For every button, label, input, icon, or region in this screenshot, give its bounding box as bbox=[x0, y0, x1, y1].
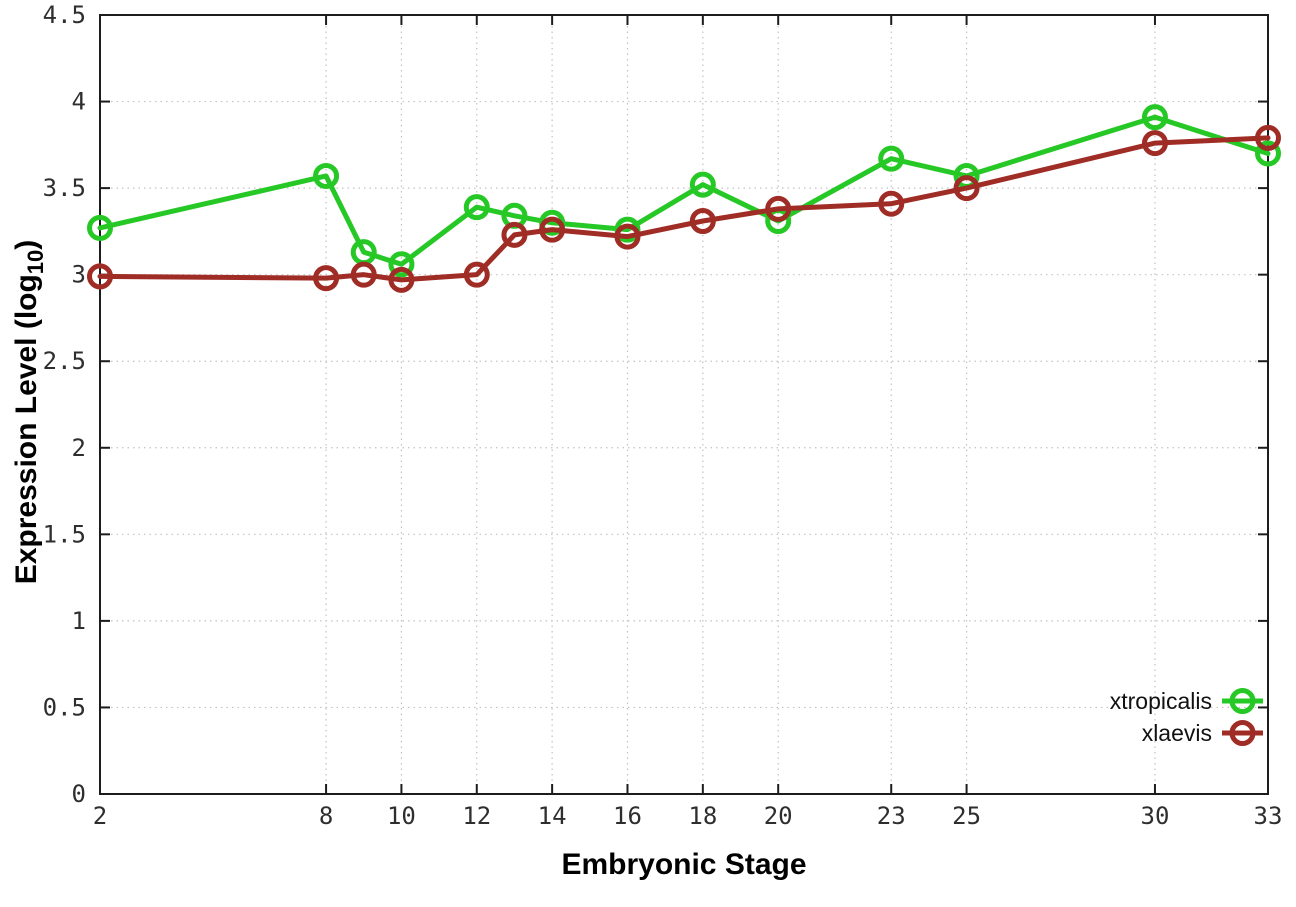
data-point-xlaevis bbox=[87, 263, 113, 290]
y-tick-label: 3.5 bbox=[43, 174, 86, 202]
x-tick-label: 2 bbox=[93, 802, 107, 830]
data-point-xlaevis bbox=[614, 223, 641, 250]
data-point-xlaevis bbox=[878, 190, 905, 217]
data-point-xlaevis bbox=[689, 208, 716, 235]
x-tick-label: 16 bbox=[613, 802, 642, 830]
x-tick-label: 30 bbox=[1141, 802, 1170, 830]
x-tick-label: 8 bbox=[319, 802, 333, 830]
series-line-xtropicalis bbox=[97, 114, 1271, 267]
series-layer bbox=[87, 104, 1281, 293]
grid-layer bbox=[100, 15, 1268, 794]
data-point-xtropicalis bbox=[878, 145, 905, 172]
y-tick-label: 1.5 bbox=[43, 520, 86, 548]
series-xlaevis bbox=[87, 124, 1281, 293]
axis-layer: 2 8 10 12 14 16 18 20 23 25 30 33 0 0.5 1 1.5 2 2.5 3 3.5 4 4… bbox=[43, 1, 1283, 830]
data-point-xlaevis bbox=[388, 266, 415, 293]
legend-item-xtropicalis: xtropicalis bbox=[1110, 688, 1263, 714]
data-point-xlaevis bbox=[463, 261, 490, 288]
x-tick-label: 12 bbox=[462, 802, 491, 830]
data-point-xlaevis bbox=[1255, 124, 1281, 151]
data-point-xlaevis bbox=[313, 265, 340, 292]
plot-border bbox=[99, 14, 1269, 795]
data-point-xtropicalis bbox=[689, 171, 716, 198]
series-line-xlaevis bbox=[97, 135, 1271, 283]
y-tick-label: 1 bbox=[72, 607, 86, 635]
x-tick-label: 20 bbox=[764, 802, 793, 830]
y-tick-label: 3 bbox=[72, 261, 86, 289]
y-tick-label: 0 bbox=[72, 780, 86, 808]
data-point-xtropicalis bbox=[1255, 140, 1281, 167]
x-tick-label: 23 bbox=[877, 802, 906, 830]
legend-item-xlaevis: xlaevis bbox=[1142, 720, 1263, 746]
data-point-xtropicalis bbox=[388, 251, 415, 278]
x-tick-label: 33 bbox=[1254, 802, 1283, 830]
data-point-xlaevis bbox=[350, 261, 377, 288]
data-point-xtropicalis bbox=[1141, 104, 1168, 131]
y-tick-label: 2.5 bbox=[43, 347, 86, 375]
x-tick-label: 14 bbox=[538, 802, 567, 830]
legend-label: xlaevis bbox=[1142, 720, 1212, 746]
data-point-xlaevis bbox=[501, 221, 528, 248]
data-point-xtropicalis bbox=[87, 214, 113, 241]
y-tick-label: 2 bbox=[72, 434, 86, 462]
legend: xtropicalis xlaevis bbox=[1110, 688, 1263, 746]
data-point-xtropicalis bbox=[313, 162, 340, 189]
y-tick-label: 4 bbox=[72, 88, 86, 116]
series-xtropicalis bbox=[87, 104, 1281, 278]
data-point-xlaevis bbox=[765, 195, 792, 222]
y-axis-title: Expression Level (log10) bbox=[10, 240, 48, 585]
legend-marker bbox=[1229, 688, 1256, 714]
x-tick-label: 18 bbox=[688, 802, 717, 830]
x-axis-title: Embryonic Stage bbox=[561, 848, 806, 881]
y-tick-label: 0.5 bbox=[43, 693, 86, 721]
data-point-xlaevis bbox=[953, 175, 980, 202]
x-tick-label: 10 bbox=[387, 802, 416, 830]
data-point-xlaevis bbox=[539, 216, 566, 243]
legend-marker bbox=[1229, 720, 1256, 746]
data-point-xlaevis bbox=[1141, 130, 1168, 157]
data-point-xtropicalis bbox=[463, 194, 490, 221]
legend-label: xtropicalis bbox=[1110, 688, 1212, 714]
y-tick-label: 4.5 bbox=[43, 1, 86, 29]
x-tick-label: 25 bbox=[952, 802, 981, 830]
